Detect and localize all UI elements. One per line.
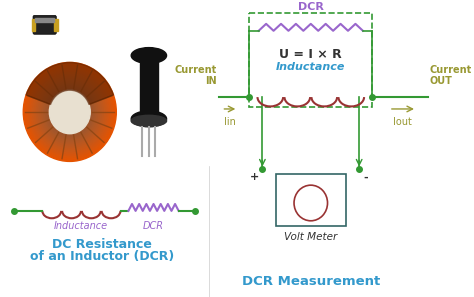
- Text: DCR Measurement: DCR Measurement: [242, 275, 380, 288]
- Text: U: U: [306, 197, 316, 209]
- Text: DCR: DCR: [298, 2, 324, 12]
- Circle shape: [40, 80, 100, 144]
- FancyBboxPatch shape: [33, 15, 56, 34]
- Bar: [139, 56, 158, 120]
- Ellipse shape: [131, 111, 166, 127]
- Circle shape: [44, 84, 96, 140]
- Circle shape: [25, 64, 114, 159]
- Text: Current
OUT: Current OUT: [430, 64, 472, 86]
- Circle shape: [294, 185, 328, 221]
- Ellipse shape: [131, 115, 166, 127]
- Circle shape: [46, 86, 94, 138]
- Circle shape: [42, 82, 98, 142]
- Circle shape: [27, 67, 113, 157]
- Text: +: +: [249, 172, 259, 182]
- Text: Volt Meter: Volt Meter: [284, 232, 337, 242]
- Text: U = I × R: U = I × R: [279, 48, 342, 61]
- Text: Iin: Iin: [224, 117, 236, 127]
- Text: Iout: Iout: [393, 117, 412, 127]
- Circle shape: [49, 90, 90, 134]
- Bar: [32, 19, 36, 31]
- Circle shape: [31, 70, 109, 154]
- Circle shape: [47, 88, 92, 136]
- Wedge shape: [26, 62, 113, 105]
- Text: DCR: DCR: [143, 221, 164, 231]
- Bar: [54, 19, 58, 31]
- Circle shape: [38, 78, 101, 146]
- Circle shape: [33, 72, 107, 151]
- Bar: [276, 174, 346, 226]
- Circle shape: [23, 62, 116, 161]
- Bar: [36, 18, 54, 22]
- Text: -: -: [363, 172, 367, 182]
- Circle shape: [35, 74, 105, 150]
- Text: of an Inductor (DCR): of an Inductor (DCR): [30, 250, 174, 263]
- Ellipse shape: [131, 48, 166, 64]
- Text: Current
IN: Current IN: [174, 64, 217, 86]
- Circle shape: [29, 68, 111, 155]
- Circle shape: [36, 76, 103, 148]
- Text: DC Resistance: DC Resistance: [53, 238, 152, 251]
- Text: Inductance: Inductance: [276, 62, 346, 72]
- Text: Inductance: Inductance: [54, 221, 108, 231]
